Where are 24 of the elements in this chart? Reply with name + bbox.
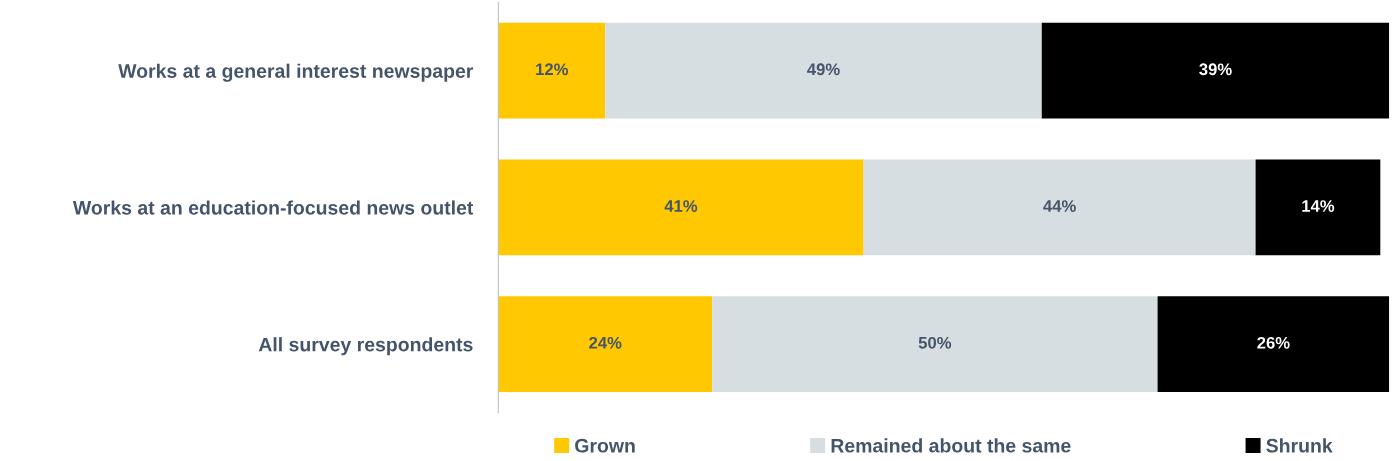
legend-label: Shrunk — [1266, 438, 1333, 453]
data-label: 44% — [1043, 200, 1076, 212]
data-label: 14% — [1302, 200, 1335, 212]
data-label: 26% — [1257, 336, 1290, 349]
data-label: 24% — [589, 336, 622, 349]
data-label: 39% — [1199, 63, 1232, 76]
y-tick-label: Works at a general interest newspaper — [118, 63, 474, 82]
bar — [863, 159, 1256, 256]
bar — [1157, 296, 1390, 393]
data-label: 41% — [664, 200, 698, 212]
bar — [498, 159, 864, 256]
bar — [498, 296, 713, 393]
bar — [498, 22, 606, 119]
bar — [1041, 22, 1390, 119]
legend-label: Grown — [575, 438, 635, 453]
data-label: 50% — [918, 336, 952, 349]
y-tick-label: All survey respondents — [258, 337, 473, 356]
bar — [712, 296, 1158, 393]
legend-label: Remained about the same — [831, 438, 1071, 453]
y-tick-label: Works at an education-focused news outlet — [72, 200, 474, 215]
data-label: 49% — [807, 63, 840, 76]
bar — [605, 22, 1042, 119]
bar — [1255, 159, 1381, 256]
data-label: 12% — [536, 63, 569, 76]
